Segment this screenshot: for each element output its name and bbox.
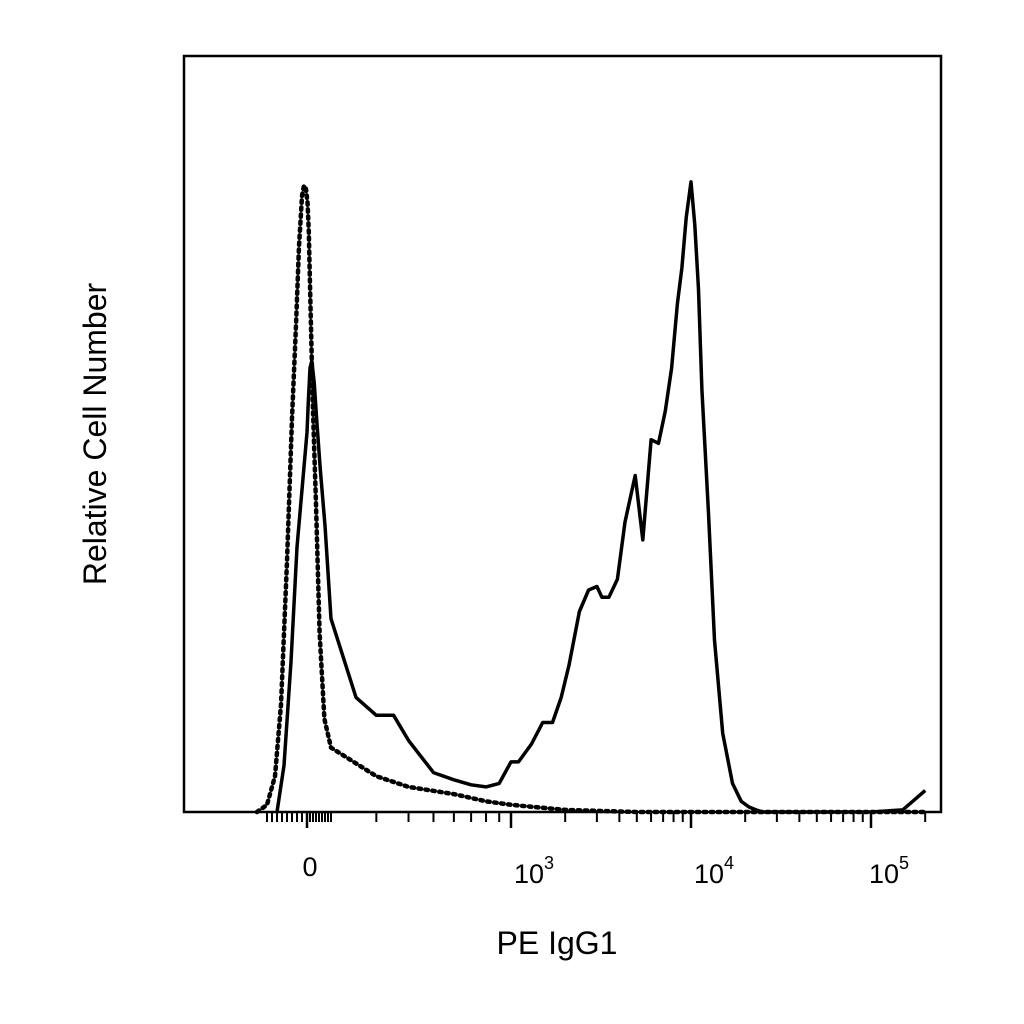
series-dotted-line [254, 183, 928, 815]
tick-label-1000-exp: 3 [544, 853, 554, 873]
y-axis-title: Relative Cell Number [77, 282, 113, 585]
x-minor-ticks [266, 812, 927, 822]
plot-frame [182, 54, 943, 814]
tick-label-10000-base: 10 [694, 859, 724, 889]
tick-label-100000-exp: 5 [899, 853, 909, 873]
x-major-ticks [305, 812, 873, 828]
tick-label-10000-exp: 4 [724, 853, 734, 873]
tick-label-0: 0 [302, 852, 317, 882]
series-layer [254, 180, 928, 815]
tick-label-100000-base: 10 [869, 859, 899, 889]
series-solid-line [275, 180, 927, 814]
tick-label-100000: 105 [869, 853, 909, 889]
tick-label-1000-base: 10 [514, 859, 544, 889]
tick-label-1000: 103 [514, 853, 554, 889]
tick-label-10000: 104 [694, 853, 734, 889]
x-axis-title: PE IgG1 [497, 925, 618, 961]
